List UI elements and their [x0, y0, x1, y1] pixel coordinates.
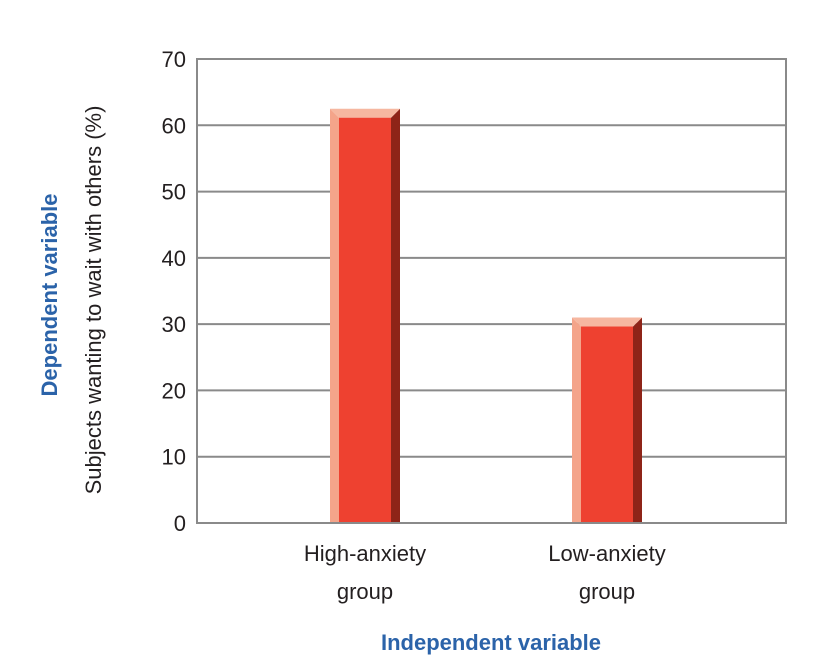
bar	[330, 108, 400, 523]
plot-frame	[196, 58, 787, 524]
bar-front	[581, 326, 633, 523]
y-tick-label: 50	[162, 180, 186, 205]
bar-right-bevel	[391, 108, 400, 523]
category-labels: High-anxiety group Low-anxiety group	[304, 541, 666, 604]
gridlines	[197, 124, 786, 458]
y-tick-label: 10	[162, 445, 186, 470]
y-tick-labels: 0 10 20 30 40 50 60 70	[162, 47, 186, 536]
y-tick-label: 0	[174, 511, 186, 536]
bar-left-bevel	[330, 108, 339, 523]
y-tick-label: 40	[162, 246, 186, 271]
bar	[572, 317, 642, 523]
bar-right-bevel	[633, 317, 642, 523]
bar-top-bevel	[572, 317, 642, 327]
y-axis-label: Subjects wanting to wait with others (%)	[81, 106, 106, 495]
dependent-variable-label: Dependent variable	[37, 194, 62, 397]
y-tick-label: 70	[162, 47, 186, 72]
y-tick-label: 30	[162, 312, 186, 337]
bar-top-bevel	[330, 108, 400, 118]
bars	[330, 108, 642, 523]
x-tick-label: group	[579, 579, 635, 604]
y-tick-label: 20	[162, 378, 186, 403]
x-axis-label: Independent variable	[381, 630, 601, 655]
x-tick-label: group	[337, 579, 393, 604]
y-tick-label: 60	[162, 113, 186, 138]
x-tick-label: Low-anxiety	[548, 541, 665, 566]
x-tick-label: High-anxiety	[304, 541, 426, 566]
bar-front	[339, 117, 391, 523]
bar-left-bevel	[572, 317, 581, 523]
